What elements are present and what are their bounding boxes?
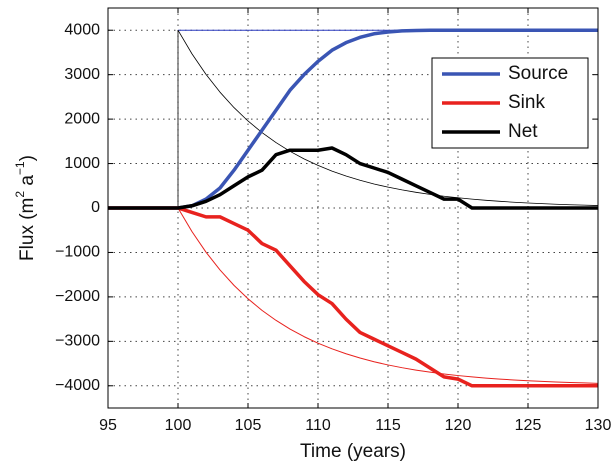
y-tick-label: −1000 bbox=[55, 244, 100, 261]
y-label-part: ) bbox=[17, 155, 38, 161]
y-tick-label: −4000 bbox=[55, 377, 100, 394]
legend-label: Sink bbox=[508, 92, 545, 113]
y-label-part: Flux (m bbox=[17, 198, 38, 261]
y-tick-label: −2000 bbox=[55, 288, 100, 305]
legend-label: Source bbox=[508, 63, 568, 84]
x-tick-label: 110 bbox=[305, 417, 331, 434]
y-tick-label: −3000 bbox=[55, 333, 100, 350]
x-tick-label: 115 bbox=[375, 417, 401, 434]
x-tick-label: 120 bbox=[445, 417, 472, 434]
x-tick-label: 130 bbox=[585, 417, 612, 434]
y-label-part: a bbox=[17, 175, 38, 191]
y-label-sup: −1 bbox=[13, 161, 27, 175]
y-tick-label: 0 bbox=[91, 199, 100, 216]
plot-frame bbox=[107, 7, 599, 409]
reference-line bbox=[177, 29, 599, 208]
x-tick-label: 105 bbox=[235, 417, 262, 434]
reference-line bbox=[177, 207, 599, 384]
series-line bbox=[108, 206, 598, 388]
series-line bbox=[108, 146, 598, 210]
y-axis-label: Flux (m2 a−1) bbox=[13, 155, 38, 261]
x-tick-label: 100 bbox=[165, 417, 192, 434]
x-tick-label: 125 bbox=[515, 417, 542, 434]
y-tick-label: 1000 bbox=[64, 155, 100, 172]
y-tick-label: 3000 bbox=[64, 66, 100, 83]
legend-label: Net bbox=[508, 121, 538, 142]
y-tick-label: 4000 bbox=[64, 21, 100, 38]
y-label-sup: 2 bbox=[13, 191, 27, 198]
y-tick-label: 2000 bbox=[64, 110, 100, 127]
x-tick-label: 95 bbox=[99, 417, 117, 434]
x-axis-label: Time (years) bbox=[300, 441, 406, 462]
